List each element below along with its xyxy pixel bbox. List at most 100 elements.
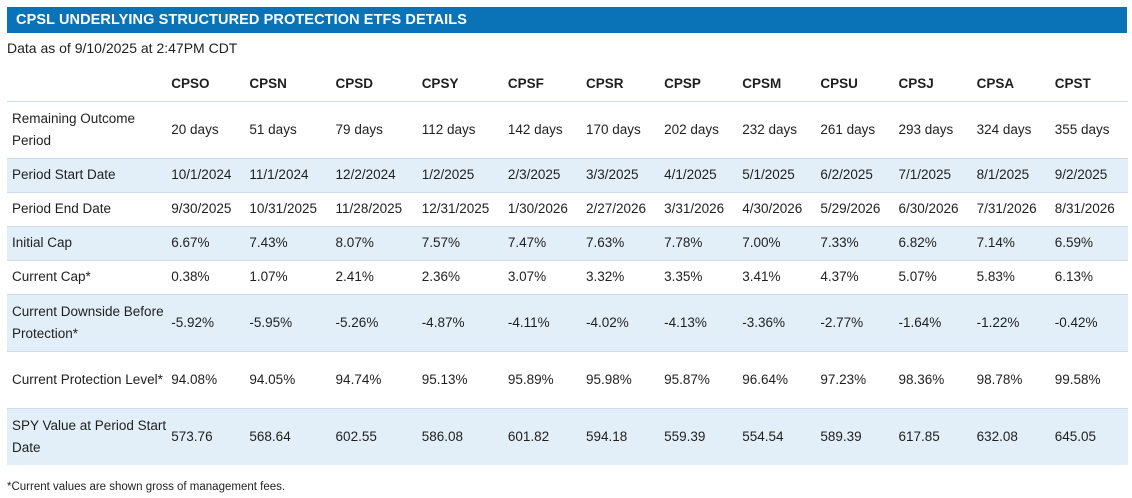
table-cell: 6.82%	[898, 235, 937, 250]
table-cell: 8.07%	[335, 235, 374, 250]
table-cell: 11/28/2025	[335, 201, 403, 216]
table-cell: 2.36%	[421, 269, 460, 284]
table-cell: -4.87%	[421, 314, 465, 330]
table-cell: 7/1/2025	[898, 167, 952, 182]
table-cell: 6.13%	[1054, 269, 1093, 284]
table-cell: -4.02%	[585, 314, 629, 330]
table-cell: 142 days	[507, 121, 563, 137]
table-cell: 261 days	[820, 121, 876, 137]
table-cell: 10/31/2025	[249, 201, 317, 216]
table-cell: 2/3/2025	[507, 167, 561, 182]
table-cell: 12/2/2024	[335, 167, 396, 182]
row-label: Remaining Outcome Period	[12, 110, 136, 148]
table-row: Period Start Date 10/1/2024 11/1/2024 12/2/…	[7, 158, 1128, 192]
row-label: Period End Date	[12, 201, 112, 216]
table-row: Current Downside Before Protection* -5.92…	[7, 294, 1128, 351]
table-cell: 6/30/2026	[898, 201, 959, 216]
table-cell: -1.64%	[898, 314, 942, 330]
table-cell: 601.82	[507, 428, 550, 444]
table-cell: 12/31/2025	[421, 201, 490, 216]
table-cell: 8/31/2026	[1054, 201, 1115, 216]
table-cell: 4/1/2025	[664, 167, 717, 182]
table-cell: 170 days	[585, 121, 641, 137]
column-header-cpsy: CPSY	[421, 75, 459, 91]
table-cell: 10/1/2024	[171, 167, 232, 182]
column-header-cpsd: CPSD	[335, 75, 374, 91]
table-cell: 594.18	[585, 428, 628, 444]
table-cell: 3.07%	[507, 269, 547, 284]
table-cell: 79 days	[335, 121, 383, 137]
table-cell: 6.67%	[171, 235, 210, 250]
table-cell: 51 days	[249, 121, 297, 137]
table-cell: 95.13%	[421, 371, 468, 387]
table-cell: 632.08	[976, 428, 1018, 444]
table-cell: 20 days	[171, 121, 219, 137]
column-header-cpsu: CPSU	[820, 75, 858, 91]
table-cell: 5.83%	[976, 269, 1015, 284]
table-cell: 573.76	[171, 428, 213, 444]
column-header-cpsr: CPSR	[585, 75, 624, 91]
table-cell: 0.38%	[171, 269, 210, 284]
column-header-cpsj: CPSJ	[898, 75, 934, 91]
row-label: SPY Value at Period Start Date	[12, 417, 167, 455]
table-cell: 94.74%	[335, 371, 382, 387]
table-cell: 94.05%	[249, 371, 296, 387]
table-cell: 568.64	[249, 428, 291, 444]
table-cell: 5/1/2025	[742, 167, 795, 182]
table-cell: 99.58%	[1054, 371, 1101, 387]
table-cell: 7.78%	[664, 235, 703, 250]
table-cell: 617.85	[898, 428, 940, 444]
table-cell: 355 days	[1054, 121, 1110, 137]
table-cell: 3/3/2025	[585, 167, 639, 182]
table-cell: -5.92%	[171, 314, 215, 330]
table-cell: 3.41%	[742, 269, 781, 284]
column-header-cpst: CPST	[1054, 75, 1091, 91]
table-row: Period End Date 9/30/2025 10/31/2025 11/28/…	[7, 192, 1128, 226]
table-row: SPY Value at Period Start Date 573.76 568.…	[7, 408, 1128, 465]
table-cell: -4.13%	[664, 314, 707, 330]
table-cell: 3.32%	[585, 269, 625, 284]
table-cell: 1/30/2026	[507, 201, 568, 216]
row-label: Current Downside Before Protection*	[12, 303, 164, 341]
table-cell: 645.05	[1054, 428, 1096, 444]
table-cell: 9/30/2025	[171, 201, 232, 216]
table-cell: 4.37%	[820, 269, 859, 284]
table-cell: -5.95%	[249, 314, 293, 330]
table-cell: 8/1/2025	[976, 167, 1030, 182]
table-row: Remaining Outcome Period 20 days 51 days 79…	[7, 101, 1128, 158]
table-row: Initial Cap 6.67% 7.43% 8.07% 7.57% 7.47% 7.63…	[7, 226, 1128, 260]
table-cell: 112 days	[421, 121, 476, 137]
column-header-cpsa: CPSA	[976, 75, 1015, 91]
table-cell: 2.41%	[335, 269, 374, 284]
table-cell: 95.89%	[507, 371, 554, 387]
table-cell: 7.47%	[507, 235, 547, 250]
row-label: Current Cap*	[12, 269, 91, 284]
section-title: CPSL UNDERLYING STRUCTURED PROTECTION ET…	[16, 12, 468, 28]
table-cell: 602.55	[335, 428, 377, 444]
table-cell: 95.87%	[664, 371, 710, 387]
table-cell: 7.57%	[421, 235, 460, 250]
table-cell: 6/2/2025	[820, 167, 873, 182]
column-header-cpsp: CPSP	[664, 75, 701, 91]
table-cell: 9/2/2025	[1054, 167, 1108, 182]
column-header-cpsn: CPSN	[249, 75, 287, 91]
table-cell: 7.43%	[249, 235, 288, 250]
table-cell: 232 days	[742, 121, 797, 137]
row-label: Initial Cap	[12, 235, 73, 250]
table-cell: 554.54	[742, 428, 784, 444]
table-cell: 589.39	[820, 428, 862, 444]
table-cell: 95.98%	[585, 371, 632, 387]
table-cell: 98.36%	[898, 371, 945, 387]
footnote: *Current values are shown gross of manag…	[7, 481, 286, 493]
table-cell: 97.23%	[820, 371, 867, 387]
header-empty-cell	[7, 66, 166, 101]
section-title-bar: CPSL UNDERLYING STRUCTURED PROTECTION ET…	[7, 7, 1127, 33]
table-cell: 96.64%	[742, 371, 788, 387]
table-cell: 98.78%	[976, 371, 1023, 387]
table-row: Current Protection Level* 94.08% 94.05% 94.…	[7, 351, 1128, 408]
table-row: Current Cap* 0.38% 1.07% 2.41% 2.36% 3.07% 3.3…	[7, 260, 1128, 294]
table-cell: -4.11%	[507, 314, 550, 330]
table-cell: 3.35%	[664, 269, 703, 284]
table-cell: 586.08	[421, 428, 463, 444]
table-cell: 293 days	[898, 121, 954, 137]
